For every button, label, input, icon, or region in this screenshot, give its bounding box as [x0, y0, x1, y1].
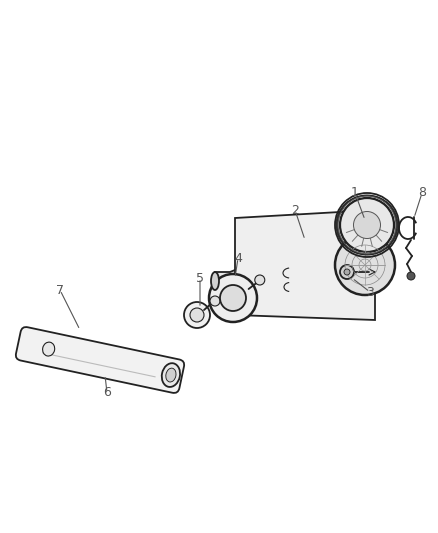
FancyBboxPatch shape — [16, 327, 184, 393]
Text: 4: 4 — [234, 252, 242, 264]
Text: 1: 1 — [351, 187, 359, 199]
Circle shape — [344, 269, 350, 275]
Circle shape — [209, 274, 257, 322]
Polygon shape — [215, 270, 235, 290]
Polygon shape — [235, 210, 375, 320]
Circle shape — [220, 285, 246, 311]
Circle shape — [335, 235, 395, 295]
Circle shape — [210, 296, 220, 306]
Ellipse shape — [166, 368, 176, 382]
Ellipse shape — [211, 272, 219, 290]
Text: 8: 8 — [418, 187, 426, 199]
Circle shape — [340, 265, 354, 279]
Text: 5: 5 — [196, 271, 204, 285]
Ellipse shape — [162, 363, 180, 387]
Text: 3: 3 — [366, 286, 374, 298]
Text: 2: 2 — [291, 204, 299, 216]
Text: 7: 7 — [56, 284, 64, 296]
Circle shape — [184, 302, 210, 328]
Circle shape — [255, 275, 265, 285]
Circle shape — [190, 308, 204, 322]
Text: 6: 6 — [103, 386, 111, 400]
Circle shape — [407, 272, 415, 280]
Ellipse shape — [42, 342, 55, 356]
Circle shape — [353, 212, 381, 238]
Circle shape — [340, 198, 394, 252]
